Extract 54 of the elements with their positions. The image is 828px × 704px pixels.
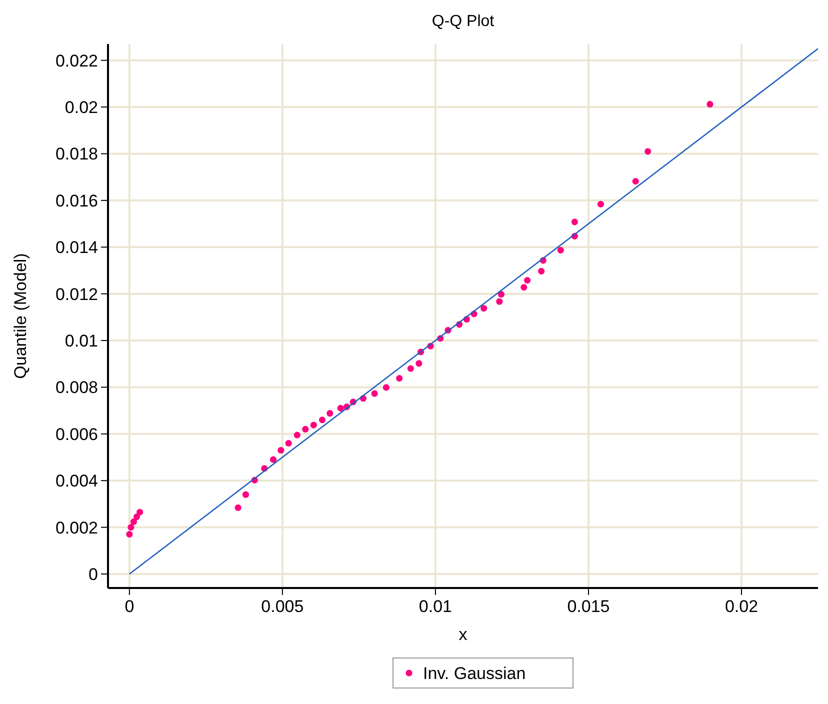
point [371,390,378,397]
x-tick-label: 0.005 [261,597,304,616]
legend-label: Inv. Gaussian [423,664,526,683]
point [538,268,545,274]
y-axis-title: Quantile (Model) [11,253,30,379]
x-tick-label: 0.01 [418,597,452,616]
y-tick-label: 0.006 [55,424,98,444]
y-tick-label: 0 [88,564,98,584]
x-tick-label: 0.015 [567,597,610,616]
point [496,298,503,305]
x-tick-label: 0.02 [724,597,758,616]
point [407,365,414,372]
y-tick-label: 0.01 [64,332,98,351]
point [498,290,505,298]
point [302,426,309,433]
x-axis-title: x [458,625,468,644]
point [270,456,277,463]
point [571,218,578,226]
point [416,360,422,367]
x-tick-label: 0 [124,597,134,616]
point [524,276,531,284]
y-tick-label: 0.022 [55,51,98,70]
point [632,178,639,185]
point [706,100,714,108]
chart-title: Q-Q Plot [432,13,495,30]
y-tick-label: 0.012 [55,284,98,304]
point [242,491,250,498]
point [480,304,488,312]
y-tick-label: 0.016 [55,191,98,210]
point [310,422,317,428]
point [133,513,140,520]
point [520,284,528,291]
point [278,446,284,454]
point [318,416,326,424]
point [126,531,133,538]
point [382,384,390,391]
point [294,432,300,438]
point [128,524,134,531]
point [234,504,242,511]
y-tick-label: 0.002 [55,518,98,538]
y-tick-label: 0.004 [55,472,98,491]
y-tick-label: 0.018 [55,144,98,164]
y-tick-label: 0.014 [55,238,98,258]
y-tick-label: 0.02 [64,98,98,118]
point [136,508,144,516]
point [285,440,292,447]
point [326,410,334,417]
y-tick-label: 0.008 [55,378,98,398]
point [644,148,652,155]
point [396,375,403,382]
point [337,404,344,412]
point [597,200,604,208]
point [557,246,564,254]
point [130,518,138,525]
